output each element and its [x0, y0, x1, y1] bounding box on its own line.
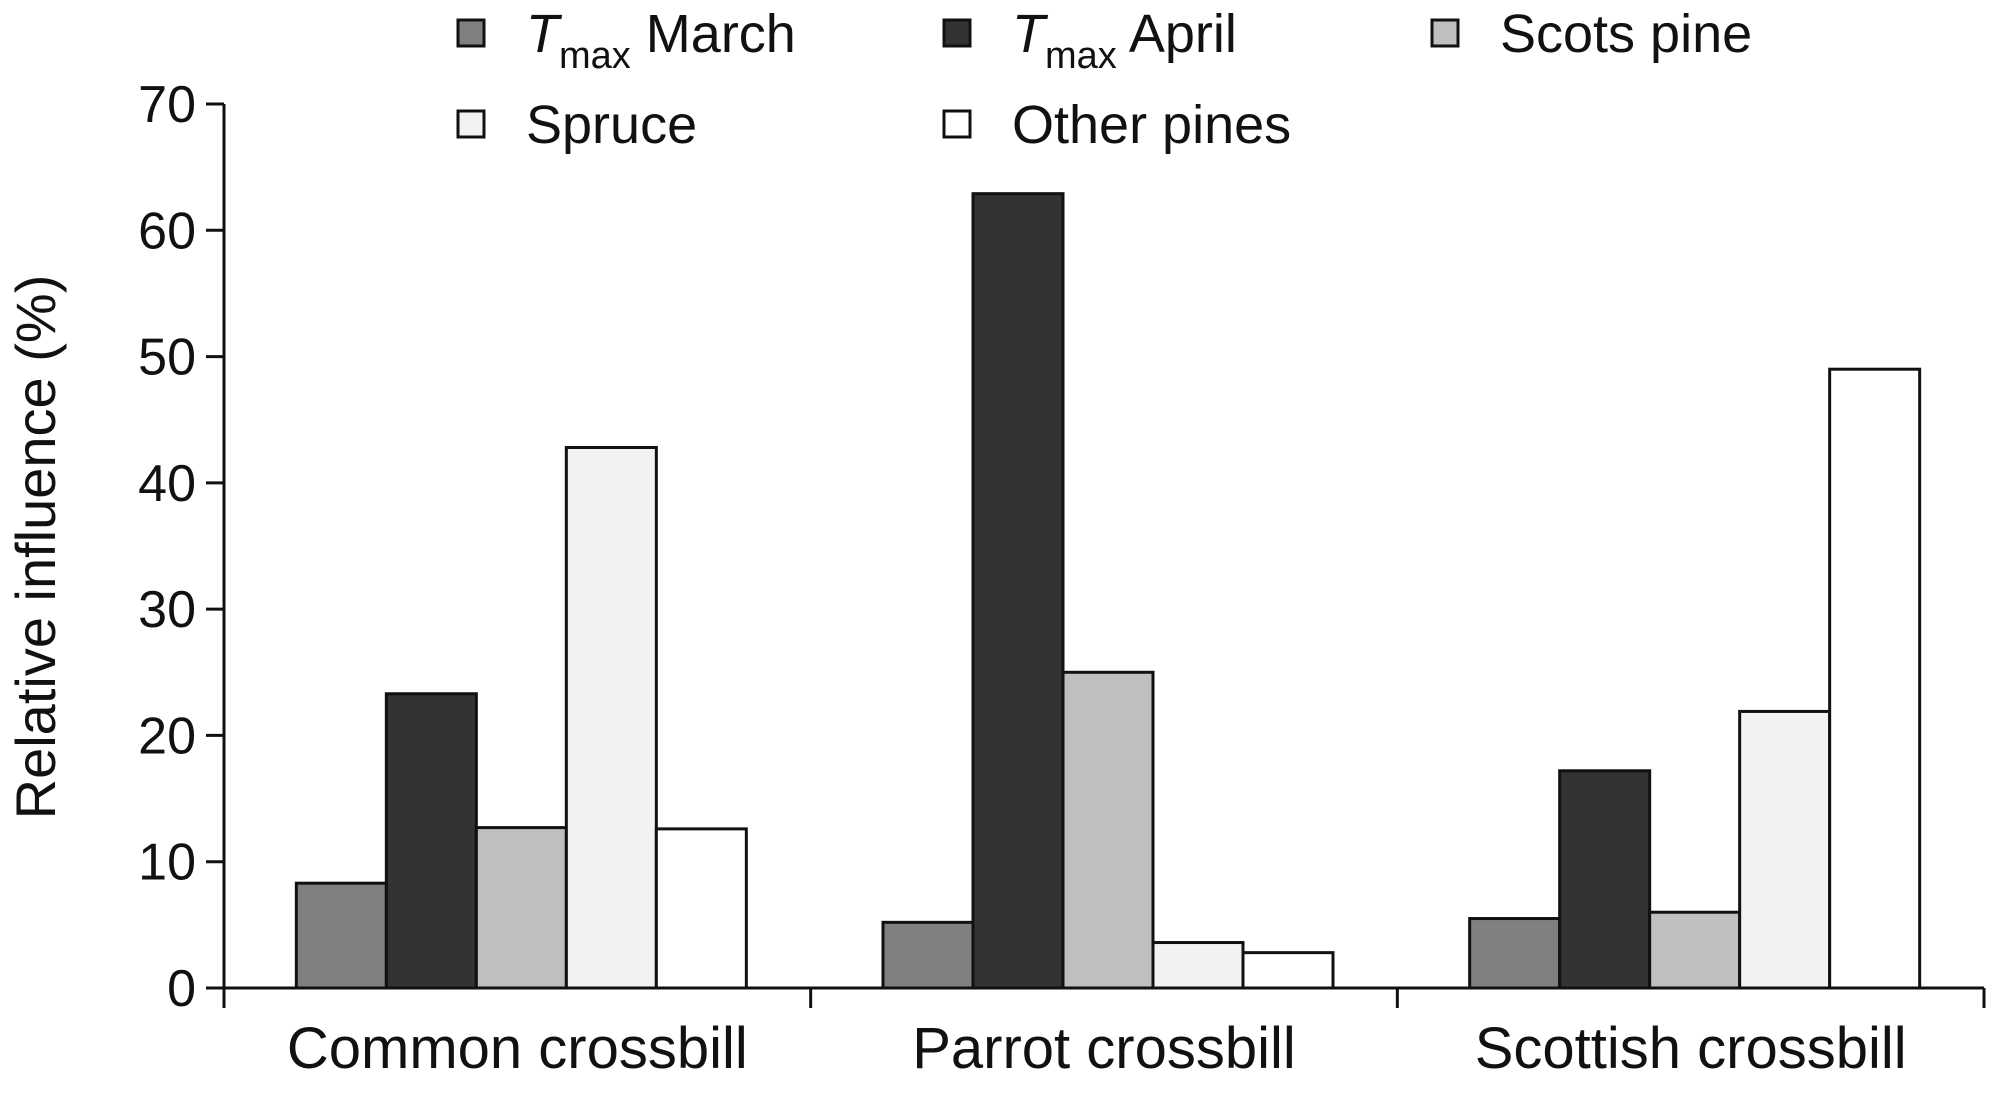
legend-label: Tmax March: [526, 4, 796, 77]
bar: [654, 827, 748, 990]
legend-label: Spruce: [526, 95, 697, 155]
bar: [1648, 910, 1742, 990]
bar: [1151, 941, 1245, 990]
y-axis-title: Relative influence (%): [4, 275, 67, 820]
legend-label: Other pines: [1012, 95, 1291, 155]
bar: [1828, 367, 1922, 990]
bar: [474, 826, 568, 990]
legend: Tmax March Tmax April Scots pine Spruce Othe…: [456, 4, 1752, 155]
bar: [1468, 917, 1562, 990]
bar: [1738, 709, 1832, 990]
bar: [564, 445, 658, 990]
bar: [971, 192, 1065, 990]
bar: [1241, 951, 1335, 990]
y-tick-label: 0: [167, 960, 196, 1018]
bar: [881, 920, 975, 990]
bar: [1061, 670, 1155, 990]
x-category-label: Scottish crossbill: [1475, 1016, 1907, 1081]
y-tick-label: 40: [138, 455, 196, 513]
y-axis: 0 10 20 30 40 50 60 70: [138, 76, 226, 1018]
y-tick-label: 70: [138, 76, 196, 134]
legend-label: Tmax April: [1012, 4, 1237, 77]
y-tick-label: 20: [138, 707, 196, 765]
x-category-label: Parrot crossbill: [912, 1016, 1296, 1081]
legend-swatch: [456, 109, 486, 139]
bar: [384, 692, 478, 990]
bar: [294, 881, 388, 990]
legend-swatch: [456, 18, 486, 48]
bars: [294, 192, 1922, 990]
x-category-label: Common crossbill: [287, 1016, 748, 1081]
y-tick-label: 60: [138, 202, 196, 260]
legend-swatch: [942, 109, 972, 139]
legend-label: Scots pine: [1500, 4, 1752, 64]
bar: [1558, 769, 1652, 990]
y-tick-label: 10: [138, 834, 196, 892]
legend-swatch: [1430, 18, 1460, 48]
y-tick-label: 50: [138, 329, 196, 387]
legend-swatch: [942, 18, 972, 48]
x-axis: Common crossbill Parrot crossbill Scottish…: [222, 986, 1986, 1081]
y-tick-label: 30: [138, 581, 196, 639]
